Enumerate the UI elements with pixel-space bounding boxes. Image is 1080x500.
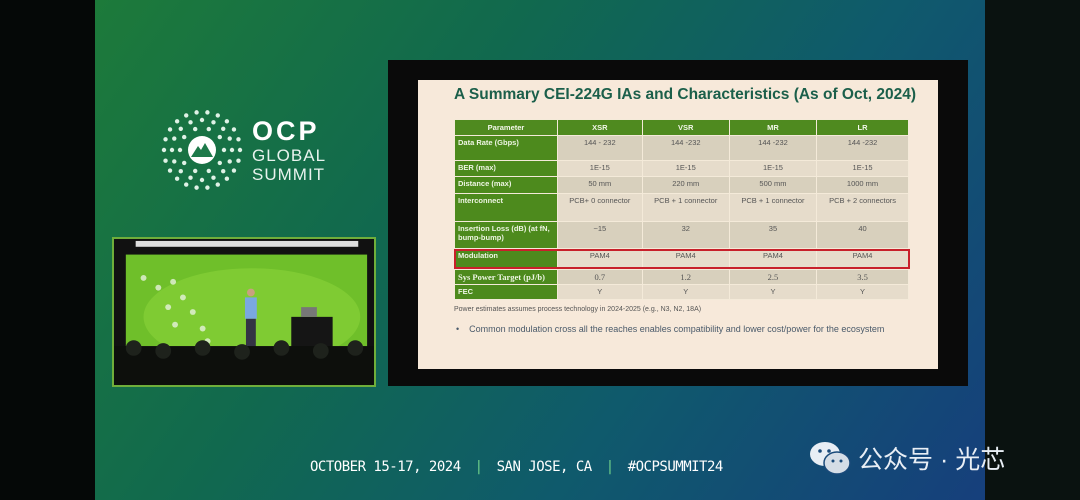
table-cell: 0.7	[557, 269, 643, 285]
bullet-point: • Common modulation cross all the reaches…	[456, 323, 916, 336]
row-label: Distance (max)	[454, 176, 558, 194]
table-cell: 144 -232	[816, 135, 909, 161]
table-cell: Y	[728, 284, 818, 300]
slide-title: A Summary CEI-224G IAs and Characteristi…	[454, 86, 917, 103]
watermark-text: 公众号 · 光芯	[858, 446, 1006, 474]
row-label: Modulation	[454, 248, 558, 270]
logo-summit: SUMMIT	[252, 164, 326, 184]
table-cell: PCB + 1 connector	[728, 193, 818, 222]
table-cell: 220 mm	[641, 176, 730, 194]
table-row: Modulation PAM4 PAM4 PAM4 PAM4	[454, 248, 909, 270]
table-cell: 3.5	[816, 269, 909, 285]
column-header: Parameter	[454, 119, 558, 136]
table-cell: 32	[641, 221, 730, 249]
row-label: FEC	[454, 284, 558, 300]
table-row: FEC Y Y Y Y	[454, 284, 909, 300]
table-cell: 144 - 232	[557, 135, 643, 161]
table-cell: 50 mm	[557, 176, 643, 194]
table-cell: 144 -232	[641, 135, 730, 161]
logo-ocp: OCP	[252, 115, 320, 146]
table-header-row: Parameter XSR VSR MR LR	[454, 119, 909, 136]
table-cell: Y	[557, 284, 643, 300]
divider: |	[474, 459, 483, 475]
table-cell: 1000 mm	[816, 176, 909, 194]
logo-global: GLOBAL	[252, 145, 327, 165]
characteristics-table: Parameter XSR VSR MR LR Data Rate (Gbps) 144 …	[454, 119, 909, 300]
table-cell: PCB + 1 connector	[641, 193, 730, 222]
table-cell: 1E-15	[641, 160, 730, 177]
right-band	[985, 0, 1080, 500]
table-cell: PAM4	[641, 248, 730, 270]
table-cell: Y	[816, 284, 909, 300]
table-cell: 1E-15	[557, 160, 643, 177]
divider: |	[605, 459, 614, 475]
event-footer: OCTOBER 15-17, 2024 | SAN JOSE, CA | #OC…	[310, 459, 723, 475]
table-row: Insertion Loss (dB) (at fN, bump-bump) ~1…	[454, 221, 909, 249]
table-row: Interconnect PCB+ 0 connector PCB + 1 conn…	[454, 193, 909, 222]
column-header: XSR	[557, 119, 643, 136]
slide: A Summary CEI-224G IAs and Characteristi…	[418, 80, 938, 369]
row-label: Insertion Loss (dB) (at fN, bump-bump)	[454, 221, 558, 249]
modulation-highlight-box	[454, 249, 910, 269]
table-row: Sys Power Target (pJ/b) 0.7 1.2 2.5 3.5	[454, 269, 909, 285]
column-header: VSR	[641, 119, 730, 136]
table-row: Data Rate (Gbps) 144 - 232 144 -232 144 -23…	[454, 135, 909, 161]
table-cell: 1E-15	[728, 160, 818, 177]
table-cell: ~15	[557, 221, 643, 249]
table-row: Distance (max) 50 mm 220 mm 500 mm 1000 mm	[454, 176, 909, 194]
table-cell: 1E-15	[816, 160, 909, 177]
table-cell: PCB+ 0 connector	[557, 193, 643, 222]
table-cell: 40	[816, 221, 909, 249]
column-header: LR	[816, 119, 909, 136]
event-dates: OCTOBER 15-17, 2024	[310, 459, 461, 475]
row-label: Interconnect	[454, 193, 558, 222]
table-cell: 144 -232	[728, 135, 818, 161]
bullet-icon: •	[456, 324, 460, 334]
wechat-watermark: 公众号 · 光芯	[808, 440, 1005, 476]
event-hashtag: #OCPSUMMIT24	[627, 459, 724, 475]
ocp-logo: OCP GLOBAL SUMMIT	[160, 108, 326, 192]
row-label: Sys Power Target (pJ/b)	[454, 269, 558, 285]
table-cell: 1.2	[641, 269, 730, 285]
power-note: Power estimates assumes process technolo…	[454, 306, 702, 313]
table-row: BER (max) 1E-15 1E-15 1E-15 1E-15	[454, 160, 909, 177]
row-label: BER (max)	[454, 160, 558, 177]
table-cell: 35	[728, 221, 818, 249]
table-cell: 2.5	[728, 269, 818, 285]
table-cell: 500 mm	[728, 176, 818, 194]
table-cell: PAM4	[728, 248, 818, 270]
table-cell: PCB + 2 connectors	[816, 193, 909, 222]
row-label: Data Rate (Gbps)	[454, 135, 558, 161]
column-header: MR	[728, 119, 818, 136]
wechat-icon	[810, 442, 851, 475]
event-location: SAN JOSE, CA	[496, 459, 593, 475]
speaker-video	[112, 237, 376, 387]
table-cell: Y	[641, 284, 730, 300]
bullet-text: Common modulation cross all the reaches …	[469, 324, 885, 334]
sunburst-mountain-icon	[161, 110, 243, 190]
